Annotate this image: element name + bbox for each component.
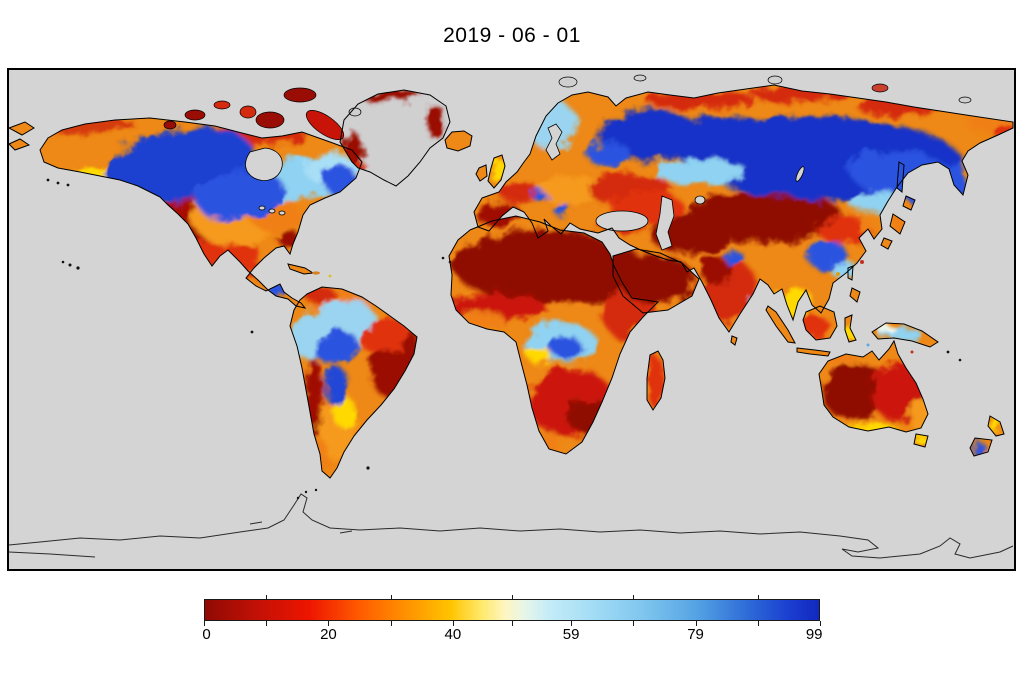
- colorbar-minor-tick: [633, 621, 635, 626]
- colorbar-major-tick: [452, 621, 454, 626]
- colorbar-minor-tick: [757, 595, 759, 599]
- colorbar-tick-label: 20: [320, 626, 337, 643]
- colorbar-minor-tick: [390, 621, 392, 626]
- colorbar-minor-tick: [390, 595, 392, 599]
- colorbar-major-tick: [695, 621, 697, 626]
- colorbar-major-tick: [571, 621, 573, 626]
- island-specks: [46, 178, 962, 470]
- colorbar-tick-label: 99: [805, 626, 823, 643]
- colorbar-minor-tick: [266, 595, 268, 599]
- colorbar-minor-tick: [757, 621, 759, 626]
- colorbar-tick-label: 40: [444, 626, 462, 643]
- colorbar-minor-tick: [512, 621, 513, 626]
- colorbar-tick-label: 79: [687, 626, 704, 643]
- colorbar-tick-label: 0: [202, 626, 211, 643]
- colorbar-minor-tick: [512, 595, 513, 599]
- page-title: 2019 - 06 - 01: [443, 24, 581, 47]
- antarctic-peninsula-specks: [296, 488, 318, 500]
- colorbar-tick-label: 59: [562, 626, 580, 643]
- colorbar: 0 20 40 59 79 99: [202, 595, 823, 643]
- colorbar-minor-tick: [266, 621, 268, 626]
- colorbar-major-tick: [328, 621, 330, 626]
- colorbar-major-tick: [204, 621, 205, 626]
- inland-seas: [245, 123, 805, 251]
- antarctica-coastline: [9, 493, 1014, 559]
- arctic-islands: [163, 74, 972, 140]
- colorbar-gradient: [204, 599, 820, 621]
- colorbar-minor-tick: [633, 595, 635, 599]
- world-map-svg: [9, 70, 1014, 569]
- antarctica-coast-detail: [9, 521, 353, 558]
- world-map: [7, 68, 1016, 571]
- colorbar-major-tick: [820, 621, 821, 626]
